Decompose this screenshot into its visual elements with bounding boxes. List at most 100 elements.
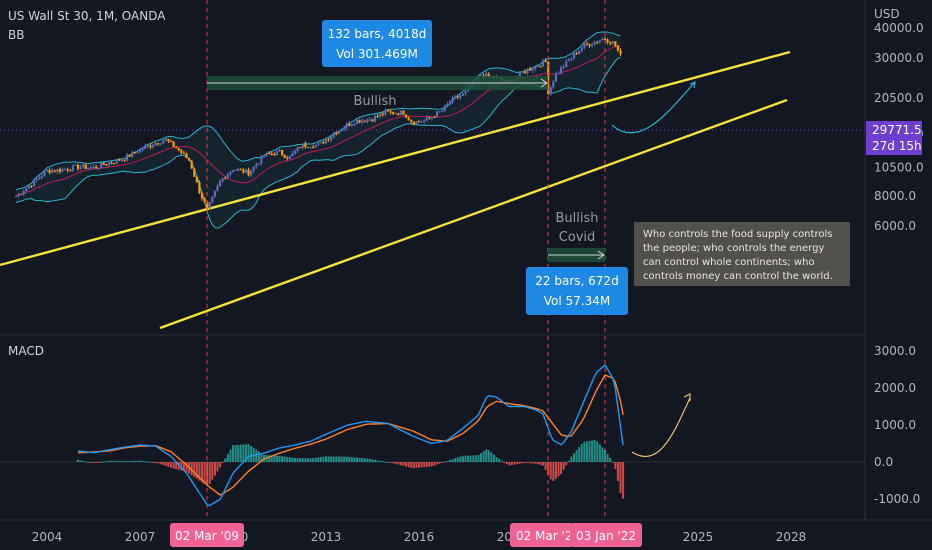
range1-bars-label: 132 bars, 4018d <box>328 27 427 41</box>
candle-body <box>288 156 291 159</box>
candle-body <box>283 154 286 158</box>
candle-body <box>239 169 242 171</box>
macd-hist-bar <box>433 462 436 466</box>
candle-body <box>182 153 186 155</box>
candle-body <box>319 141 322 143</box>
macd-hist-bar <box>374 459 377 462</box>
macd-hist-bar <box>609 457 612 462</box>
candle-body <box>14 196 18 198</box>
range1-info-box <box>322 20 432 67</box>
candle-body <box>51 170 54 173</box>
candle-body <box>229 171 232 175</box>
candle-body <box>614 41 617 46</box>
macd-hist-bar <box>226 454 229 462</box>
candle-body <box>397 113 400 115</box>
macd-hist-bar <box>224 458 227 462</box>
candle-body <box>102 162 105 165</box>
macd-hist-bar <box>335 456 338 462</box>
macd-hist-bar <box>415 462 418 468</box>
candle-body <box>255 164 258 167</box>
candle-body <box>187 158 191 161</box>
candle-body <box>554 73 558 82</box>
candle-body <box>190 160 193 169</box>
candle-body <box>110 162 113 164</box>
macd-hist-bar <box>420 462 423 468</box>
candle-body <box>35 178 38 180</box>
candle-body <box>446 103 449 107</box>
currency-label: USD <box>874 7 900 21</box>
macd-hist-bar <box>296 458 299 462</box>
macd-hist-bar <box>560 462 563 475</box>
quote-line-2: the people; who controls the energy <box>643 243 824 254</box>
candle-body <box>616 45 620 51</box>
candle-body <box>438 111 441 113</box>
macd-hist-bar <box>77 459 79 462</box>
date-marker-2020: 02 Mar '20 <box>516 529 580 543</box>
macd-hist-bar <box>120 461 123 463</box>
macd-hist-bar <box>353 457 356 462</box>
macd-hist-bar <box>611 461 614 463</box>
candle-body <box>456 96 459 98</box>
candle-body <box>567 59 570 62</box>
macd-hist-bar <box>237 444 240 462</box>
macd-hist-bar <box>464 455 467 462</box>
macd-line <box>77 364 624 507</box>
macd-hist-bar <box>190 462 193 476</box>
macd-title: MACD <box>8 344 44 358</box>
candle-body <box>593 41 596 45</box>
range2-bars-label: 22 bars, 672d <box>535 274 618 288</box>
macd-hist-bar <box>361 458 364 462</box>
price-projection-curve <box>611 81 696 134</box>
candle-body <box>167 139 170 142</box>
candle-body <box>226 174 229 179</box>
macd-hist-bar <box>206 462 209 486</box>
macd-hist-bar <box>601 447 604 462</box>
macd-hist-bar <box>384 461 387 463</box>
macd-hist-bar <box>139 460 141 462</box>
macd-hist-bar <box>616 462 619 482</box>
candle-body <box>22 191 25 195</box>
time-tick-label: 2028 <box>776 530 807 544</box>
candle-body <box>113 162 116 164</box>
candle-body <box>97 167 100 169</box>
candle-body <box>169 141 173 143</box>
macd-hist-bar <box>394 462 397 464</box>
macd-hist-bar <box>177 462 180 470</box>
candle-body <box>211 196 214 203</box>
candle-body <box>376 116 379 118</box>
candle-body <box>399 110 403 115</box>
range2-info-box <box>526 267 628 315</box>
macd-hist-bar <box>580 443 583 462</box>
date-marker-2009-bg <box>170 523 244 547</box>
candle-body <box>570 58 573 60</box>
candle-body <box>175 146 178 149</box>
macd-hist-bar <box>193 462 196 478</box>
candle-body <box>203 198 206 203</box>
macd-hist-bar <box>368 459 371 462</box>
macd-hist-bar <box>149 461 152 463</box>
macd-hist-bar <box>443 461 446 463</box>
macd-hist-bar <box>557 462 560 477</box>
candle-body <box>268 153 271 155</box>
macd-hist-bar <box>250 446 253 462</box>
candle-body <box>433 117 436 119</box>
price-projection-arrow <box>689 81 696 89</box>
candle-body <box>358 120 361 123</box>
macd-hist-bar <box>195 462 198 479</box>
macd-hist-bar <box>485 449 488 462</box>
macd-hist-bar <box>570 456 573 462</box>
macd-hist-bar <box>327 456 330 462</box>
macd-hist-bar <box>146 461 149 463</box>
trend-channel <box>0 50 791 330</box>
range1-arrow <box>540 78 548 88</box>
candle-body <box>260 155 263 164</box>
macd-hist-bar <box>268 455 271 462</box>
candle-body <box>394 113 397 115</box>
macd-hist-bar <box>495 457 498 462</box>
candle-body <box>549 87 552 94</box>
candle-body <box>420 121 423 123</box>
macd-hist-bar <box>294 458 296 462</box>
candle-body <box>479 75 483 77</box>
macd-hist-bar <box>283 456 286 462</box>
